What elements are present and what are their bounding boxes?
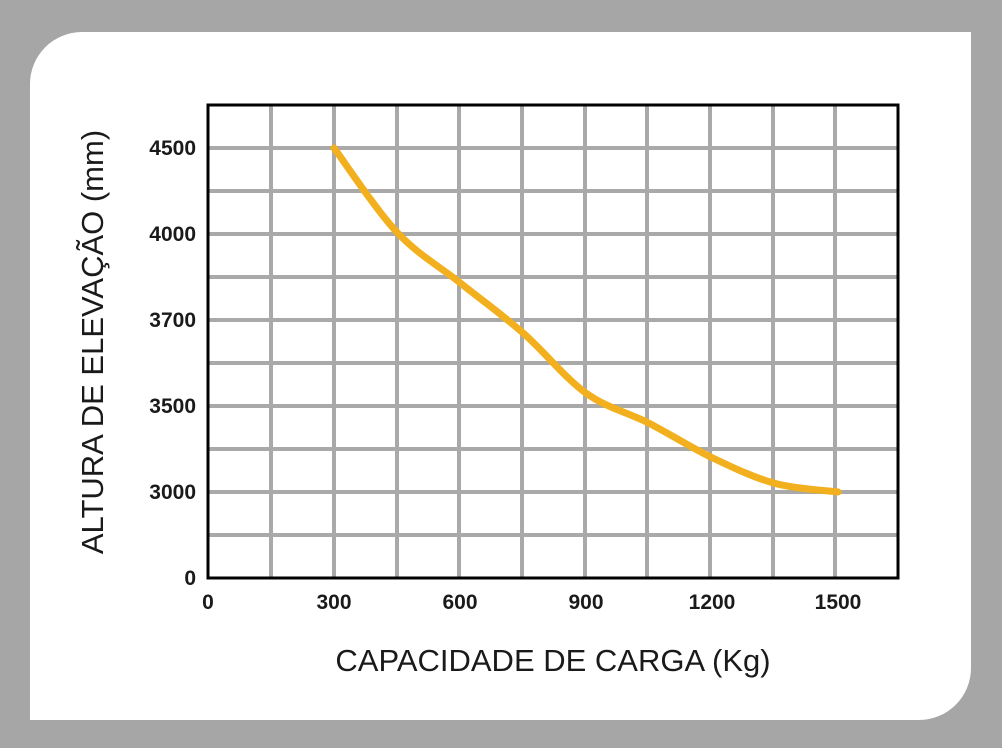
y-tick-label: 4500 [149, 137, 196, 160]
x-axis-tick-labels: 0 300 600 900 1200 1500 [202, 591, 861, 614]
y-axis-tick-labels: 0 3000 3500 3700 4000 4500 [149, 137, 196, 590]
x-axis-title: CAPACIDADE DE CARGA (Kg) [335, 643, 770, 678]
x-tick-label: 600 [442, 591, 477, 614]
plot-area-border [206, 103, 900, 580]
x-tick-label: 1200 [689, 591, 736, 614]
x-tick-label: 0 [202, 591, 214, 614]
x-tick-label: 300 [316, 591, 351, 614]
x-tick-label: 900 [568, 591, 603, 614]
y-tick-label: 4000 [149, 223, 196, 246]
x-tick-label: 1500 [815, 591, 862, 614]
y-tick-label: 3000 [149, 481, 196, 504]
chart-grid [208, 105, 898, 578]
y-tick-label: 0 [184, 567, 196, 590]
series-line [330, 144, 842, 496]
y-tick-label: 3700 [149, 309, 196, 332]
y-axis-title: ALTURA DE ELEVAÇÃO (mm) [75, 130, 110, 554]
y-tick-label: 3500 [149, 395, 196, 418]
